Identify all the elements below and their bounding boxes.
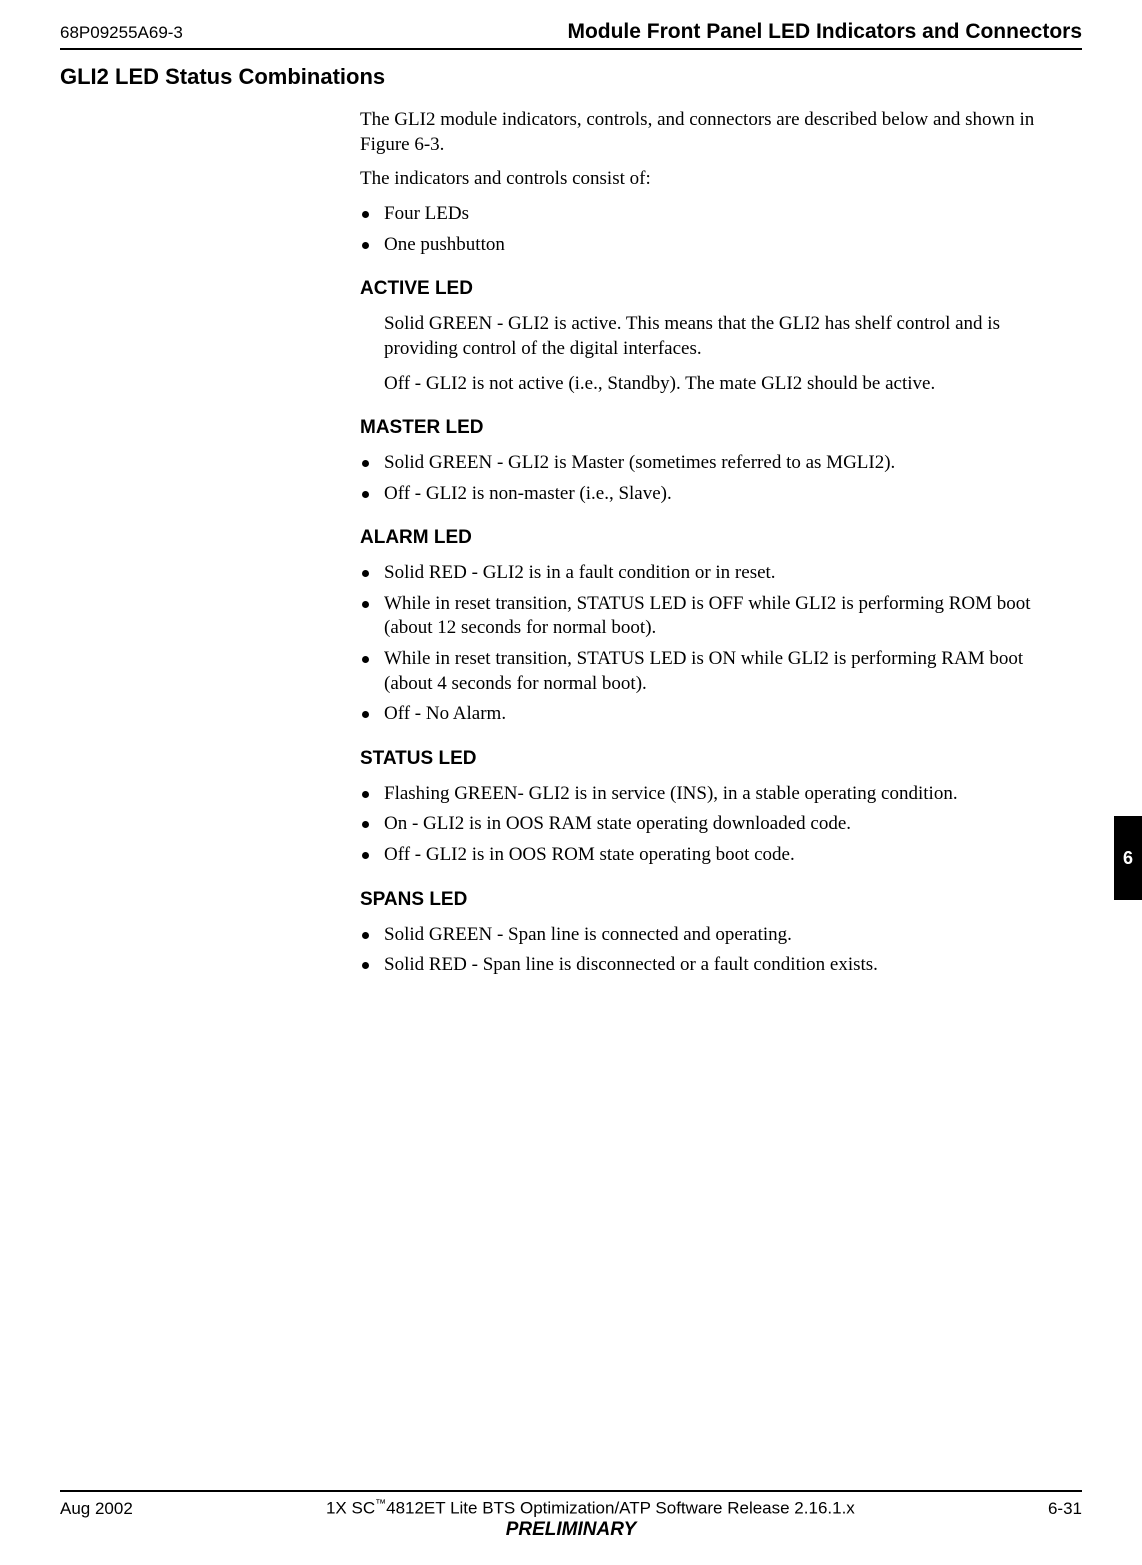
footer-page-number: 6-31 (1048, 1499, 1082, 1519)
active-led-p1: Solid GREEN - GLI2 is active. This means… (384, 312, 1040, 361)
page-header: 68P09255A69-3 Module Front Panel LED Ind… (60, 20, 1082, 44)
page-footer: Aug 2002 1X SC™4812ET Lite BTS Optimizat… (60, 1490, 1082, 1541)
footer-rule (60, 1490, 1082, 1492)
body-content: The GLI2 module indicators, controls, an… (360, 108, 1040, 978)
intro-paragraph-1: The GLI2 module indicators, controls, an… (360, 108, 1040, 157)
chapter-tab: 6 (1114, 816, 1142, 900)
active-led-p2: Off - GLI2 is not active (i.e., Standby)… (384, 372, 1040, 397)
footer-center-suffix: 4812ET Lite BTS Optimization/ATP Softwar… (386, 1499, 855, 1518)
status-led-list: Flashing GREEN- GLI2 is in service (INS)… (360, 782, 1040, 868)
preliminary-label: PRELIMINARY (60, 1519, 1082, 1541)
list-item: Off - GLI2 is non-master (i.e., Slave). (360, 482, 1040, 507)
tab-top-block (1114, 816, 1142, 844)
spans-led-list: Solid GREEN - Span line is connected and… (360, 923, 1040, 978)
list-item: While in reset transition, STATUS LED is… (360, 592, 1040, 641)
list-item: Off - No Alarm. (360, 702, 1040, 727)
alarm-led-list: Solid RED - GLI2 is in a fault condition… (360, 561, 1040, 727)
list-item: On - GLI2 is in OOS RAM state operating … (360, 812, 1040, 837)
list-item: Solid RED - Span line is disconnected or… (360, 953, 1040, 978)
tab-number: 6 (1114, 844, 1142, 872)
active-led-heading: ACTIVE LED (360, 277, 1040, 302)
footer-title: 1X SC™4812ET Lite BTS Optimization/ATP S… (133, 1498, 1048, 1519)
status-led-heading: STATUS LED (360, 747, 1040, 772)
list-item: Solid GREEN - GLI2 is Master (sometimes … (360, 451, 1040, 476)
trademark-icon: ™ (375, 1498, 386, 1510)
list-item: Solid RED - GLI2 is in a fault condition… (360, 561, 1040, 586)
intro-paragraph-2: The indicators and controls consist of: (360, 167, 1040, 192)
master-led-list: Solid GREEN - GLI2 is Master (sometimes … (360, 451, 1040, 506)
list-item: While in reset transition, STATUS LED is… (360, 647, 1040, 696)
doc-number: 68P09255A69-3 (60, 23, 183, 43)
list-item: Solid GREEN - Span line is connected and… (360, 923, 1040, 948)
section-title: GLI2 LED Status Combinations (60, 64, 1082, 90)
list-item: One pushbutton (360, 233, 1040, 258)
alarm-led-heading: ALARM LED (360, 526, 1040, 551)
header-rule (60, 48, 1082, 50)
list-item: Four LEDs (360, 202, 1040, 227)
footer-center-prefix: 1X SC (326, 1499, 375, 1518)
list-item: Flashing GREEN- GLI2 is in service (INS)… (360, 782, 1040, 807)
spans-led-heading: SPANS LED (360, 888, 1040, 913)
footer-date: Aug 2002 (60, 1499, 133, 1519)
tab-bottom-block (1114, 872, 1142, 900)
intro-list: Four LEDs One pushbutton (360, 202, 1040, 257)
chapter-title: Module Front Panel LED Indicators and Co… (567, 20, 1082, 44)
list-item: Off - GLI2 is in OOS ROM state operating… (360, 843, 1040, 868)
master-led-heading: MASTER LED (360, 416, 1040, 441)
